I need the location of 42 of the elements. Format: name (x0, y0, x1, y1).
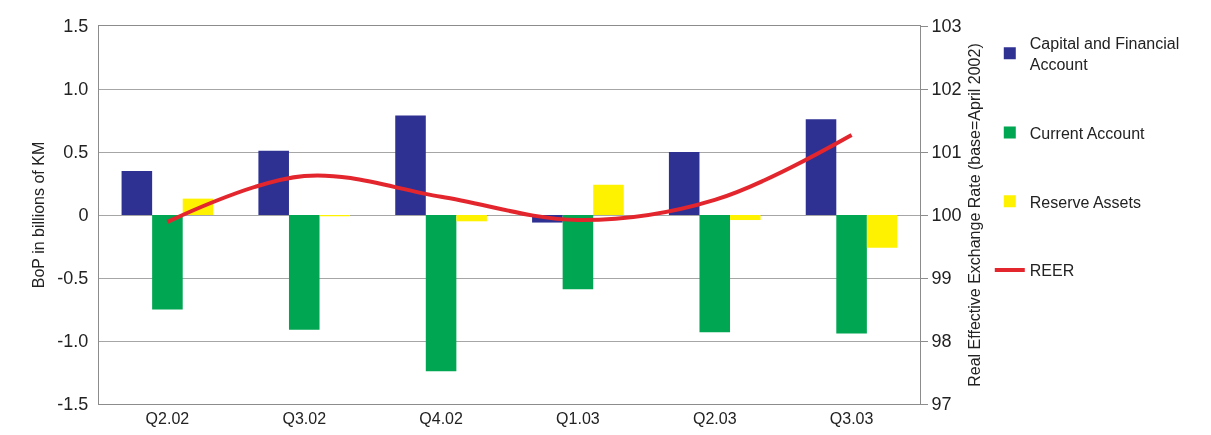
y2-tick-label: 97 (931, 394, 952, 415)
bar (836, 215, 867, 334)
bar (121, 170, 153, 215)
legend-label: Reserve Assets (1029, 193, 1141, 211)
y-tick-label: 0 (78, 205, 89, 226)
bar (395, 115, 426, 215)
bar (668, 152, 700, 215)
bar (456, 215, 487, 222)
bar (805, 119, 837, 215)
y2-tick-label: 102 (931, 79, 962, 100)
bar (730, 215, 761, 221)
bar (866, 215, 898, 248)
y2-tick-label: 100 (931, 205, 962, 226)
x-tick-label: Q3.03 (829, 410, 874, 428)
y-tick-label: 0.5 (63, 142, 89, 163)
x-tick-label: Q4.02 (419, 410, 463, 428)
x-tick-label: Q2.02 (145, 410, 190, 428)
bar (152, 215, 183, 310)
y2-axis-title: Real Effective Exchange Rate (base=April 2002) (966, 43, 984, 387)
x-tick-label: Q3.02 (282, 410, 327, 428)
line-series (165, 132, 854, 224)
y-axis-title: BoP in billions of KM (30, 141, 48, 289)
y-tick-label: 1.0 (63, 79, 89, 100)
bar (699, 215, 731, 333)
y-tick-label: -1.5 (57, 394, 89, 415)
y2-tick-label: 99 (931, 268, 952, 289)
x-tick-label: Q1.03 (556, 410, 600, 428)
y2-tick-label: 98 (931, 331, 952, 352)
y2-tick-label: 101 (931, 142, 962, 163)
x-tick-label: Q2.03 (692, 410, 737, 428)
bar (258, 150, 289, 215)
legend-label: REER (1029, 262, 1075, 280)
y-tick-label: 1.5 (63, 16, 89, 37)
legend-label: Capital and Financial Account (1029, 35, 1180, 73)
legend-label: Current Account (1029, 124, 1146, 142)
y2-tick-label: 103 (931, 16, 962, 37)
bar (593, 184, 624, 215)
bar (425, 215, 457, 372)
y-tick-label: -1.0 (57, 331, 89, 352)
y-tick-label: -0.5 (57, 268, 89, 289)
bar (562, 215, 594, 290)
bar (288, 215, 320, 330)
